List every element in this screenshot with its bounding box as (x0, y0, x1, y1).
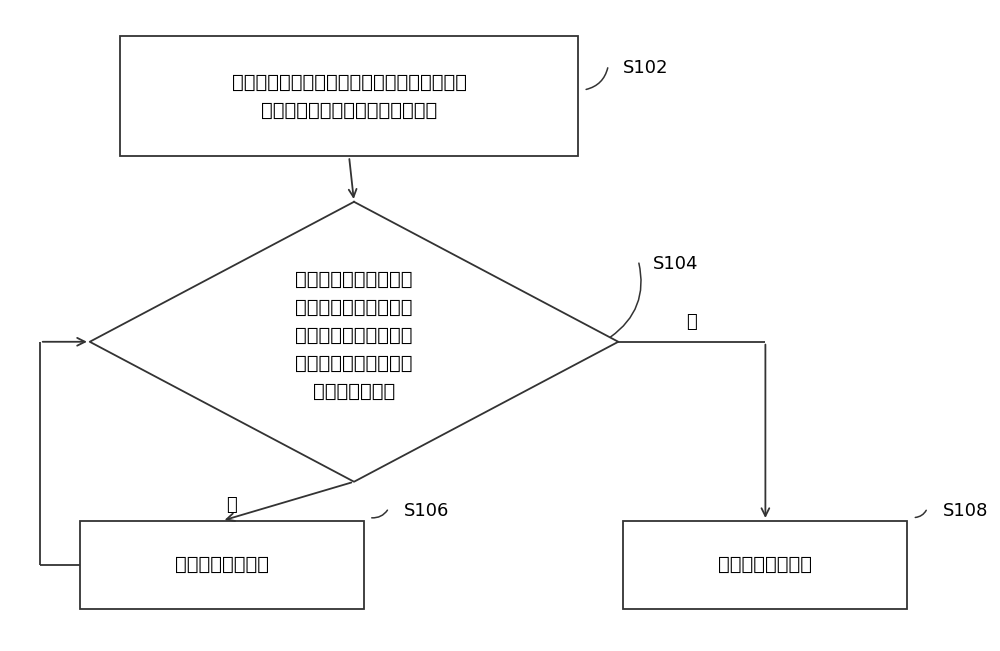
Text: S102: S102 (623, 59, 669, 77)
Bar (623, 521, 907, 609)
Text: S104: S104 (653, 255, 699, 273)
Bar (120, 36, 578, 156)
Text: 在负荷侧监控设备根据
第一控制指令切除第一
目标用户负载后，判断
台区负载率是否满足三
相过载调整条件: 在负荷侧监控设备根据 第一控制指令切除第一 目标用户负载后，判断 台区负载率是否… (295, 270, 413, 401)
Text: S106: S106 (404, 502, 449, 520)
Text: 输出第二控制指令: 输出第二控制指令 (175, 555, 269, 574)
Text: S108: S108 (942, 502, 988, 520)
Text: 否: 否 (686, 313, 697, 331)
Text: 是: 是 (226, 495, 237, 514)
Bar (80, 521, 364, 609)
Text: 若配电变压器出线侧的台区负载率满足三相过
载调整条件，则输出第一控制指令: 若配电变压器出线侧的台区负载率满足三相过 载调整条件，则输出第一控制指令 (232, 72, 467, 120)
Text: 输出第三控制指令: 输出第三控制指令 (718, 555, 812, 574)
